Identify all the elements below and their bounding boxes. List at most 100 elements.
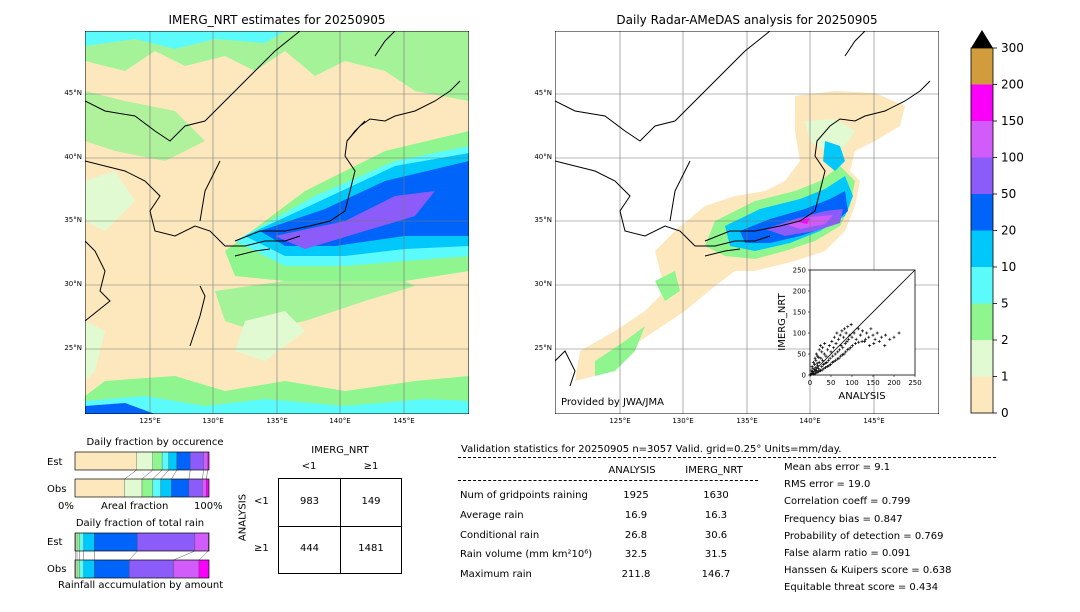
scatter-point xyxy=(814,365,818,369)
scatter-point xyxy=(814,358,818,362)
colorbar-segment xyxy=(971,157,993,194)
total-rain-bar-segment xyxy=(76,559,80,579)
colorbar: 0 1 2 5 10 20 50 100 150 200 300 xyxy=(970,30,1024,420)
total-rain-bar-segment xyxy=(94,559,130,579)
scatter-point xyxy=(826,348,830,352)
contingency-grid: 983 149 444 1481 xyxy=(278,478,402,574)
occurrence-x-tick-left: 0% xyxy=(58,501,74,512)
scatter-x-tick-label: 0 xyxy=(808,379,812,387)
scatter-point xyxy=(845,339,849,343)
scatter-points xyxy=(809,323,901,377)
stats-row-imerg: 31.5 xyxy=(704,549,728,560)
occurrence-xlabel: Areal fraction xyxy=(101,501,169,512)
colorbar-tick-label: 20 xyxy=(1001,224,1016,238)
scatter-point xyxy=(823,361,827,365)
scatter-point xyxy=(853,342,857,345)
scatter-ylabel: IMERG_NRT xyxy=(777,292,788,350)
scatter-point xyxy=(850,344,854,348)
scatter-point xyxy=(844,331,848,335)
total-rain-bar-segment xyxy=(194,532,209,552)
stats-row-label: Average rain xyxy=(460,510,524,521)
left-map-lon-label: 145°E xyxy=(393,417,415,425)
scatter-point xyxy=(863,337,867,341)
scatter-point xyxy=(813,356,817,360)
scatter-point xyxy=(819,344,822,348)
colorbar-segment xyxy=(971,84,993,121)
occurrence-bar-segment xyxy=(202,478,207,498)
scatter-point xyxy=(832,346,836,350)
colorbar-segment xyxy=(971,194,993,231)
score-rms-error: RMS error = 19.0 xyxy=(784,479,871,490)
scatter-point xyxy=(834,358,838,362)
scatter-point xyxy=(824,354,828,358)
total-rain-bar-segment xyxy=(173,559,200,579)
scatter-point xyxy=(831,354,835,358)
stats-row-imerg: 16.3 xyxy=(704,510,728,521)
scatter-point xyxy=(837,348,841,352)
occurrence-bar-segment xyxy=(136,451,153,471)
scatter-point xyxy=(830,360,834,364)
scatter-x-tick-label: 250 xyxy=(908,379,921,387)
scatter-point xyxy=(846,325,850,329)
occurrence-bar-segment xyxy=(168,451,177,471)
total-rain-bar-segment xyxy=(94,532,138,552)
right-map-lat-label: 40°N xyxy=(534,153,552,161)
scatter-point xyxy=(824,365,828,369)
occurrence-bar-segment xyxy=(190,451,204,471)
occurrence-bar-segment xyxy=(124,478,143,498)
scatter-point xyxy=(822,367,826,371)
scatter-point xyxy=(810,365,814,369)
scatter-point xyxy=(829,363,833,366)
scatter-point xyxy=(863,339,867,343)
stats-row-label: Conditional rain xyxy=(460,530,540,541)
right-map-lon-label: 130°E xyxy=(672,417,694,425)
scatter-y-tick-label: 50 xyxy=(797,351,806,359)
left-map-precip-field xyxy=(85,31,469,414)
scatter-point xyxy=(842,352,846,356)
total-rain-bar-frame xyxy=(74,532,210,552)
total-rain-bar-segment xyxy=(83,532,95,552)
stats-row-analysis: 32.5 xyxy=(624,549,648,560)
colorbar-tick-label: 200 xyxy=(1001,78,1024,92)
contingency-cell: 444 xyxy=(299,543,320,554)
left-map-title: IMERG_NRT estimates for 20250905 xyxy=(168,13,386,27)
contingency-row-header: ≥1 xyxy=(254,543,269,554)
score-hanssen-kuipers: Hanssen & Kuipers score = 0.638 xyxy=(784,565,952,576)
score-false-alarm-ratio: False alarm ratio = 0.091 xyxy=(784,548,911,559)
scatter-point xyxy=(821,363,825,366)
occurrence-bar-segment xyxy=(141,478,153,498)
scatter-point xyxy=(860,339,864,343)
scatter-y-tick-label: 100 xyxy=(793,330,806,338)
scatter-point xyxy=(814,352,818,356)
total-rain-category-est: Est xyxy=(47,537,63,548)
occurrence-connector xyxy=(160,469,169,480)
scatter-point xyxy=(817,348,821,352)
scatter-point xyxy=(816,364,820,368)
scatter-point xyxy=(817,355,821,359)
scatter-point xyxy=(815,370,819,374)
occurrence-bar-segment xyxy=(152,478,161,498)
right-map-lat-label: 45°N xyxy=(534,89,552,97)
scatter-point xyxy=(867,335,871,339)
scatter-y-tick-label: 150 xyxy=(793,309,806,317)
contingency-col-header: ≥1 xyxy=(363,461,379,472)
scatter-point xyxy=(815,361,819,365)
colorbar-tick-label: 0 xyxy=(1001,406,1009,420)
colorbar-extend-triangle xyxy=(971,30,993,48)
scatter-point xyxy=(828,356,832,360)
left-map-lon-label: 135°E xyxy=(266,417,288,425)
scatter-point xyxy=(813,371,817,375)
contingency-row-label: ANALYSIS xyxy=(237,493,249,542)
scatter-x-tick-label: 50 xyxy=(827,379,836,387)
colorbar-segment xyxy=(971,376,993,413)
scatter-point xyxy=(844,350,848,354)
total-rain-bar-segment xyxy=(75,559,78,579)
scatter-point xyxy=(839,344,843,348)
occurrence-connector xyxy=(206,469,208,480)
scatter-point xyxy=(850,335,854,339)
contingency-cell: 1481 xyxy=(358,543,384,554)
colorbar-segments xyxy=(971,48,993,413)
colorbar-tick-label: 300 xyxy=(1001,41,1024,55)
scatter-point xyxy=(829,350,833,354)
left-map-lat-label: 45°N xyxy=(64,89,82,97)
